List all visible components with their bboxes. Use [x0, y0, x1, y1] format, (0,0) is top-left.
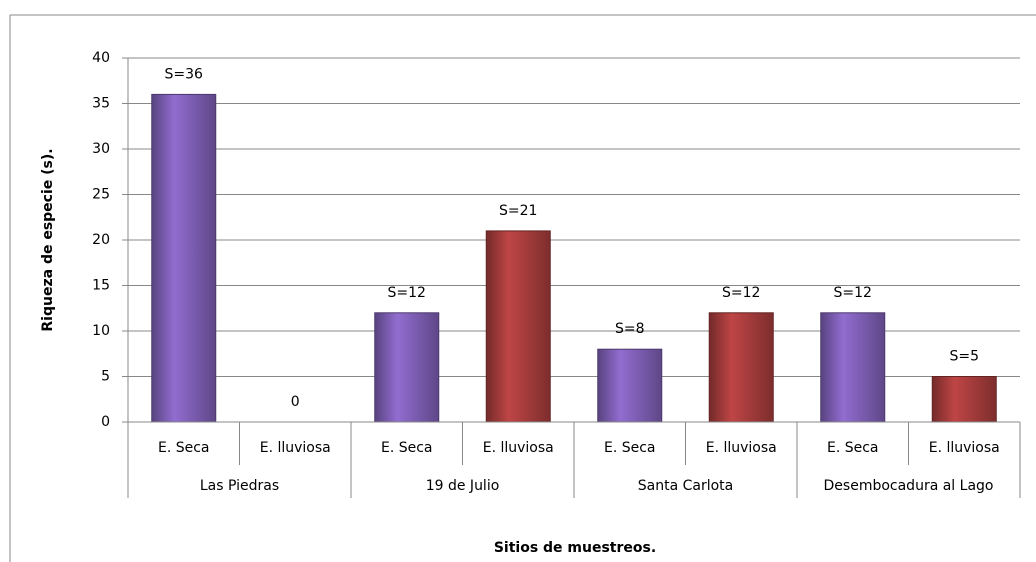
bar: [597, 348, 663, 423]
value-label: S=5: [949, 349, 979, 365]
y-tick-label: 10: [92, 323, 110, 339]
bar: [374, 312, 440, 423]
x-tick-label: E. lluviosa: [483, 440, 554, 456]
bar: [485, 230, 551, 423]
group-label: Desembocadura al Lago: [824, 478, 994, 494]
value-label: S=12: [722, 285, 760, 301]
value-label: S=12: [388, 285, 426, 301]
x-tick-label: E. Seca: [381, 440, 433, 456]
y-tick-label: 15: [92, 278, 110, 294]
bar: [931, 376, 997, 423]
value-label: S=36: [165, 66, 204, 82]
group-label: 19 de Julio: [426, 478, 500, 494]
value-label: S=12: [834, 285, 872, 301]
x-tick-label: E. lluviosa: [260, 440, 331, 456]
value-label: S=8: [615, 321, 645, 337]
y-tick-label: 5: [101, 369, 110, 385]
y-tick-label: 35: [92, 96, 110, 112]
group-label: Santa Carlota: [638, 478, 734, 494]
y-tick-label: 30: [92, 141, 110, 157]
x-tick-label: E. Seca: [827, 440, 879, 456]
y-tick-label: 20: [92, 232, 110, 248]
value-label: 0: [291, 394, 300, 410]
y-tick-label: 25: [92, 187, 110, 203]
bar: [708, 312, 774, 423]
group-label: Las Piedras: [200, 478, 279, 494]
x-tick-label: E. Seca: [604, 440, 656, 456]
value-label: S=21: [499, 203, 537, 219]
bar: [820, 312, 886, 423]
x-axis-label: Sitios de muestreos.: [494, 540, 656, 556]
y-tick-label: 40: [92, 50, 110, 66]
x-tick-label: E. lluviosa: [706, 440, 777, 456]
bar: [151, 93, 217, 423]
y-axis-label: Riqueza de especie (s).: [40, 148, 56, 331]
x-tick-label: E. lluviosa: [929, 440, 1000, 456]
x-tick-label: E. Seca: [158, 440, 210, 456]
y-tick-label: 0: [101, 414, 110, 430]
